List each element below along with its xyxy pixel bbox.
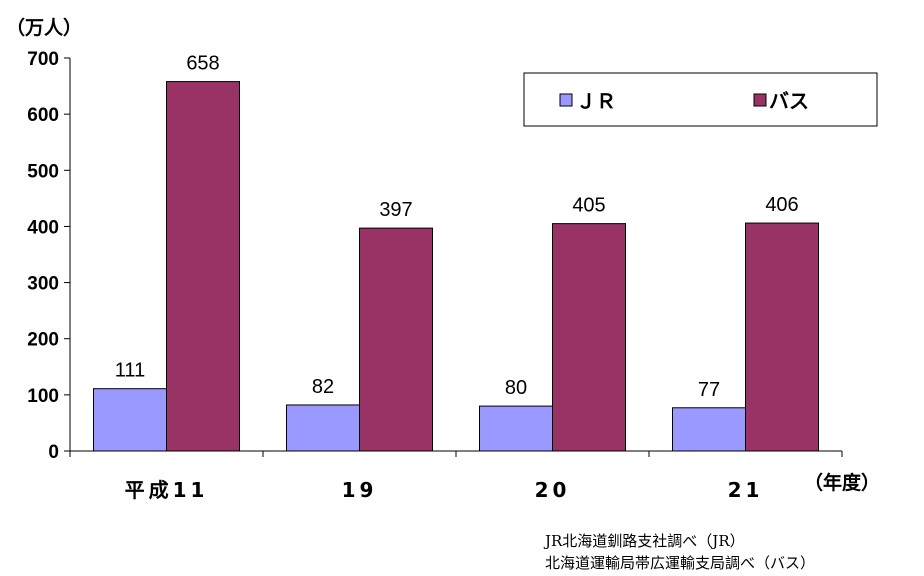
legend-swatch-jr	[559, 93, 573, 107]
y-tick-label: 200	[27, 330, 59, 351]
data-label-jr: 77	[698, 379, 720, 401]
legend-swatch-bus	[753, 93, 767, 107]
y-axis-title: （万人）	[6, 16, 82, 39]
y-tick-label: 600	[27, 105, 59, 126]
bar-bus	[552, 223, 626, 452]
x-axis-categories: 平成11 19 20 21	[125, 478, 764, 502]
y-tick-label: 300	[27, 274, 59, 295]
legend: ＪＲ バス	[523, 72, 878, 127]
data-label-bus: 658	[186, 53, 219, 75]
bar-jr	[286, 404, 360, 452]
data-labels: 111 658 82 397 80 405 77 406	[115, 53, 799, 401]
data-label-bus: 397	[379, 199, 412, 221]
y-tick-label: 100	[27, 386, 59, 407]
bar-jr	[479, 405, 553, 452]
x-category-label: 21	[728, 478, 764, 502]
x-category-label: 平成11	[125, 478, 209, 502]
x-axis-title: （年度）	[804, 471, 880, 494]
y-tick-label: 700	[27, 49, 59, 70]
data-label-bus: 405	[572, 195, 605, 217]
bar-jr	[672, 407, 746, 452]
bar-jr	[93, 388, 167, 452]
bar-bus	[745, 222, 819, 452]
legend-box	[523, 72, 878, 127]
x-category-label: 19	[342, 478, 378, 502]
legend-label-jr: ＪＲ	[576, 89, 616, 113]
data-label-jr: 80	[505, 377, 527, 399]
y-tick-label: 0	[48, 442, 59, 463]
bar-bus	[359, 227, 433, 452]
data-label-jr: 111	[115, 360, 145, 382]
data-label-bus: 406	[765, 194, 798, 216]
source-line-1: JR北海道釧路支社調べ（JR）	[543, 532, 745, 550]
bar-bus	[166, 81, 240, 452]
y-tick-label: 400	[27, 217, 59, 238]
x-axis-tick-marks	[69, 451, 843, 457]
legend-label-bus: バス	[769, 89, 809, 113]
y-tick-label: 500	[27, 161, 59, 182]
data-label-jr: 82	[312, 376, 334, 398]
bars	[93, 81, 819, 452]
x-category-label: 20	[535, 478, 571, 502]
source-line-2: 北海道運輸局帯広運輸支局調べ（バス）	[545, 554, 815, 572]
y-axis-ticks: 0 100 200 300 400 500 600 700	[27, 49, 70, 463]
